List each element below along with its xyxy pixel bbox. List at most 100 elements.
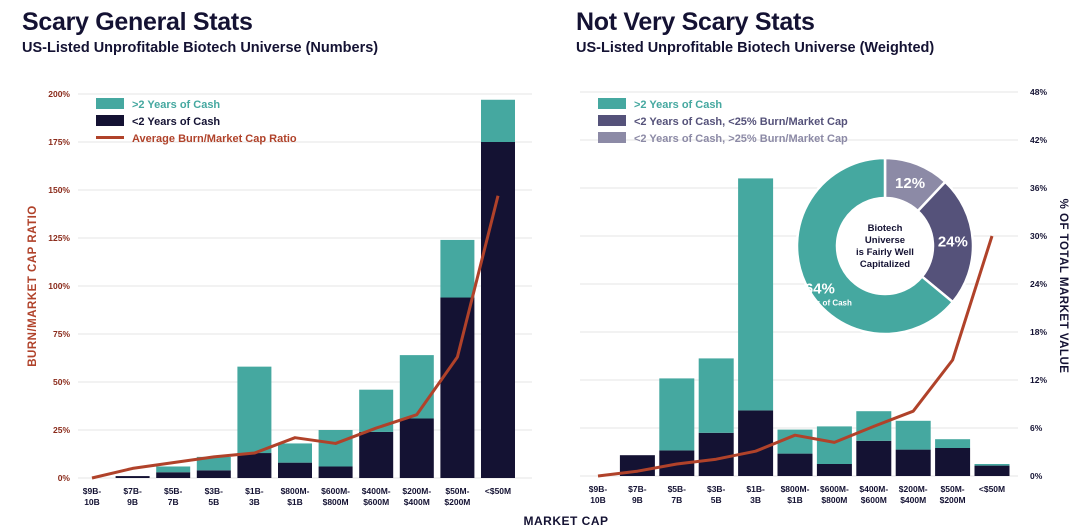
burn-ratio-line <box>597 235 994 478</box>
x-tick-label-3-0: $3B- <box>707 484 726 494</box>
x-tick-label-2-1: 7B <box>168 497 179 507</box>
bar-over-2y-5 <box>278 443 312 463</box>
x-tick-label-5-1: $1B <box>787 495 803 505</box>
x-tick-label-2-0: $5B- <box>668 484 687 494</box>
left-chart: 0% 25% 50% 75% 100% 125% 150% 175% 200% $9B-10B $7… <box>27 89 532 507</box>
x-tick-label-1-0: $7B- <box>123 486 142 496</box>
y-tick-label-1: 25% <box>53 425 70 435</box>
bar-over-2y-3 <box>196 456 231 471</box>
x-tick-label-6-0: $600M- <box>820 484 849 494</box>
x-tick-label-6-0: $600M- <box>321 486 350 496</box>
x-tick-label-1-0: $7B- <box>628 484 647 494</box>
bar-over-2y-8 <box>895 420 931 450</box>
y-axis-title-right: % OF TOTAL MARKET VALUE <box>1057 199 1069 374</box>
bar-under-2y-6 <box>318 466 353 478</box>
donut-sublabel-2: >2 Years of Cash <box>788 299 852 308</box>
bar-over-2y-2 <box>659 378 695 451</box>
x-tick-label-5-1: $1B <box>287 497 303 507</box>
x-tick-label-0-0: $9B- <box>83 486 102 496</box>
bar-under-2y-1 <box>115 476 150 478</box>
y-tick-label-0: 0% <box>58 473 71 483</box>
bar-under-2y-8 <box>895 449 931 476</box>
legend-label-0: >2 Years of Cash <box>132 99 220 111</box>
x-tick-label-4-0: $1B- <box>746 484 765 494</box>
legend-label-1: <2 Years of Cash <box>132 116 220 128</box>
bar-over-2y-4 <box>237 366 272 454</box>
bar-over-2y-3 <box>698 358 734 433</box>
donut-slice-2 <box>795 156 955 336</box>
bar-over-2y-10 <box>974 464 1010 466</box>
x-tick-label-3-1: 5B <box>208 497 219 507</box>
x-tick-label-9-0: $50M- <box>445 486 469 496</box>
y-tick-label-8: 48% <box>1030 87 1047 97</box>
bar-over-2y-6 <box>816 426 852 464</box>
bar-over-2y-9 <box>440 239 475 298</box>
legend-swatch-right-0 <box>598 98 626 109</box>
y-tick-label-1: 6% <box>1030 423 1043 433</box>
x-tick-label-0-1: 10B <box>84 497 100 507</box>
y-tick-label-2: 50% <box>53 377 70 387</box>
bar-under-2y-5 <box>777 453 813 476</box>
bar-under-2y-9 <box>935 448 971 476</box>
x-tick-label-8-0: $200M- <box>899 484 928 494</box>
x-tick-label-0-0: $9B- <box>589 484 608 494</box>
x-tick-label-8-1: $400M <box>900 495 926 505</box>
x-tick-label-4-1: 3B <box>249 497 260 507</box>
bar-over-2y-2 <box>156 466 191 473</box>
x-tick-label-9-1: $200M <box>940 495 966 505</box>
burn-ratio-line <box>91 195 500 480</box>
y-tick-label-8: 200% <box>48 89 70 99</box>
right-chart-title: Not Very Scary Stats <box>576 8 815 36</box>
x-tick-label-4-1: 3B <box>750 495 761 505</box>
bar-over-2y-5 <box>777 429 813 454</box>
bar-under-2y-3 <box>196 470 231 478</box>
x-tick-label-10-0: <$50M <box>485 486 511 496</box>
y-tick-label-4: 100% <box>48 281 70 291</box>
donut-center-label-0: Biotech <box>868 223 903 234</box>
x-tick-label-7-0: $400M- <box>859 484 888 494</box>
x-tick-label-3-0: $3B- <box>205 486 224 496</box>
x-tick-label-9-1: $200M <box>444 497 470 507</box>
legend-swatch-0 <box>96 98 124 109</box>
y-tick-label-4: 24% <box>1030 279 1047 289</box>
x-tick-label-7-0: $400M- <box>362 486 391 496</box>
bar-over-2y-10 <box>481 99 515 142</box>
bar-under-2y-10 <box>481 142 515 478</box>
bar-under-2y-8 <box>399 418 434 478</box>
bar-under-2y-5 <box>278 462 312 478</box>
left-chart-title: Scary General Stats <box>22 8 253 36</box>
bar-under-2y-9 <box>440 297 475 478</box>
bar-under-2y-3 <box>698 432 734 476</box>
x-tick-label-4-0: $1B- <box>245 486 264 496</box>
donut-label-0: 12% <box>895 175 925 192</box>
right-chart-subtitle: US-Listed Unprofitable Biotech Universe … <box>576 40 935 56</box>
bar-under-2y-4 <box>237 453 272 478</box>
bar-over-2y-6 <box>318 430 353 467</box>
donut-label-1: 24% <box>938 234 968 251</box>
bar-over-2y-9 <box>935 439 971 448</box>
bar-under-2y-7 <box>856 440 892 476</box>
bar-under-2y-2 <box>156 472 191 478</box>
bar-over-2y-4 <box>738 178 774 411</box>
donut-hole <box>838 199 932 293</box>
x-tick-label-2-1: 7B <box>671 495 682 505</box>
y-axis-title-left: BURN/MARKET CAP RATIO <box>27 205 39 367</box>
bar-under-2y-7 <box>359 431 394 478</box>
left-chart-subtitle: US-Listed Unprofitable Biotech Universe … <box>22 40 379 56</box>
y-tick-label-3: 18% <box>1030 327 1047 337</box>
x-tick-label-8-0: $200M- <box>402 486 431 496</box>
donut-center-label-1: Universe <box>865 235 905 246</box>
y-tick-label-5: 30% <box>1030 231 1047 241</box>
x-tick-label-7-1: $600M <box>861 495 887 505</box>
y-tick-label-6: 36% <box>1030 183 1047 193</box>
legend-label-right-1: <2 Years of Cash, <25% Burn/Market Cap <box>634 116 848 128</box>
y-tick-label-2: 12% <box>1030 375 1047 385</box>
bar-under-2y-4 <box>738 410 774 476</box>
x-tick-label-5-0: $800M- <box>281 486 310 496</box>
x-tick-label-0-1: 10B <box>590 495 606 505</box>
y-tick-label-3: 75% <box>53 329 70 339</box>
right-chart: 0% 6% 12% 18% 24% 30% 36% 42% 48% $9B-10B $7B-9B $5… <box>580 87 1069 505</box>
legend-swatch-line <box>96 136 124 139</box>
legend-swatch-1 <box>96 115 124 126</box>
